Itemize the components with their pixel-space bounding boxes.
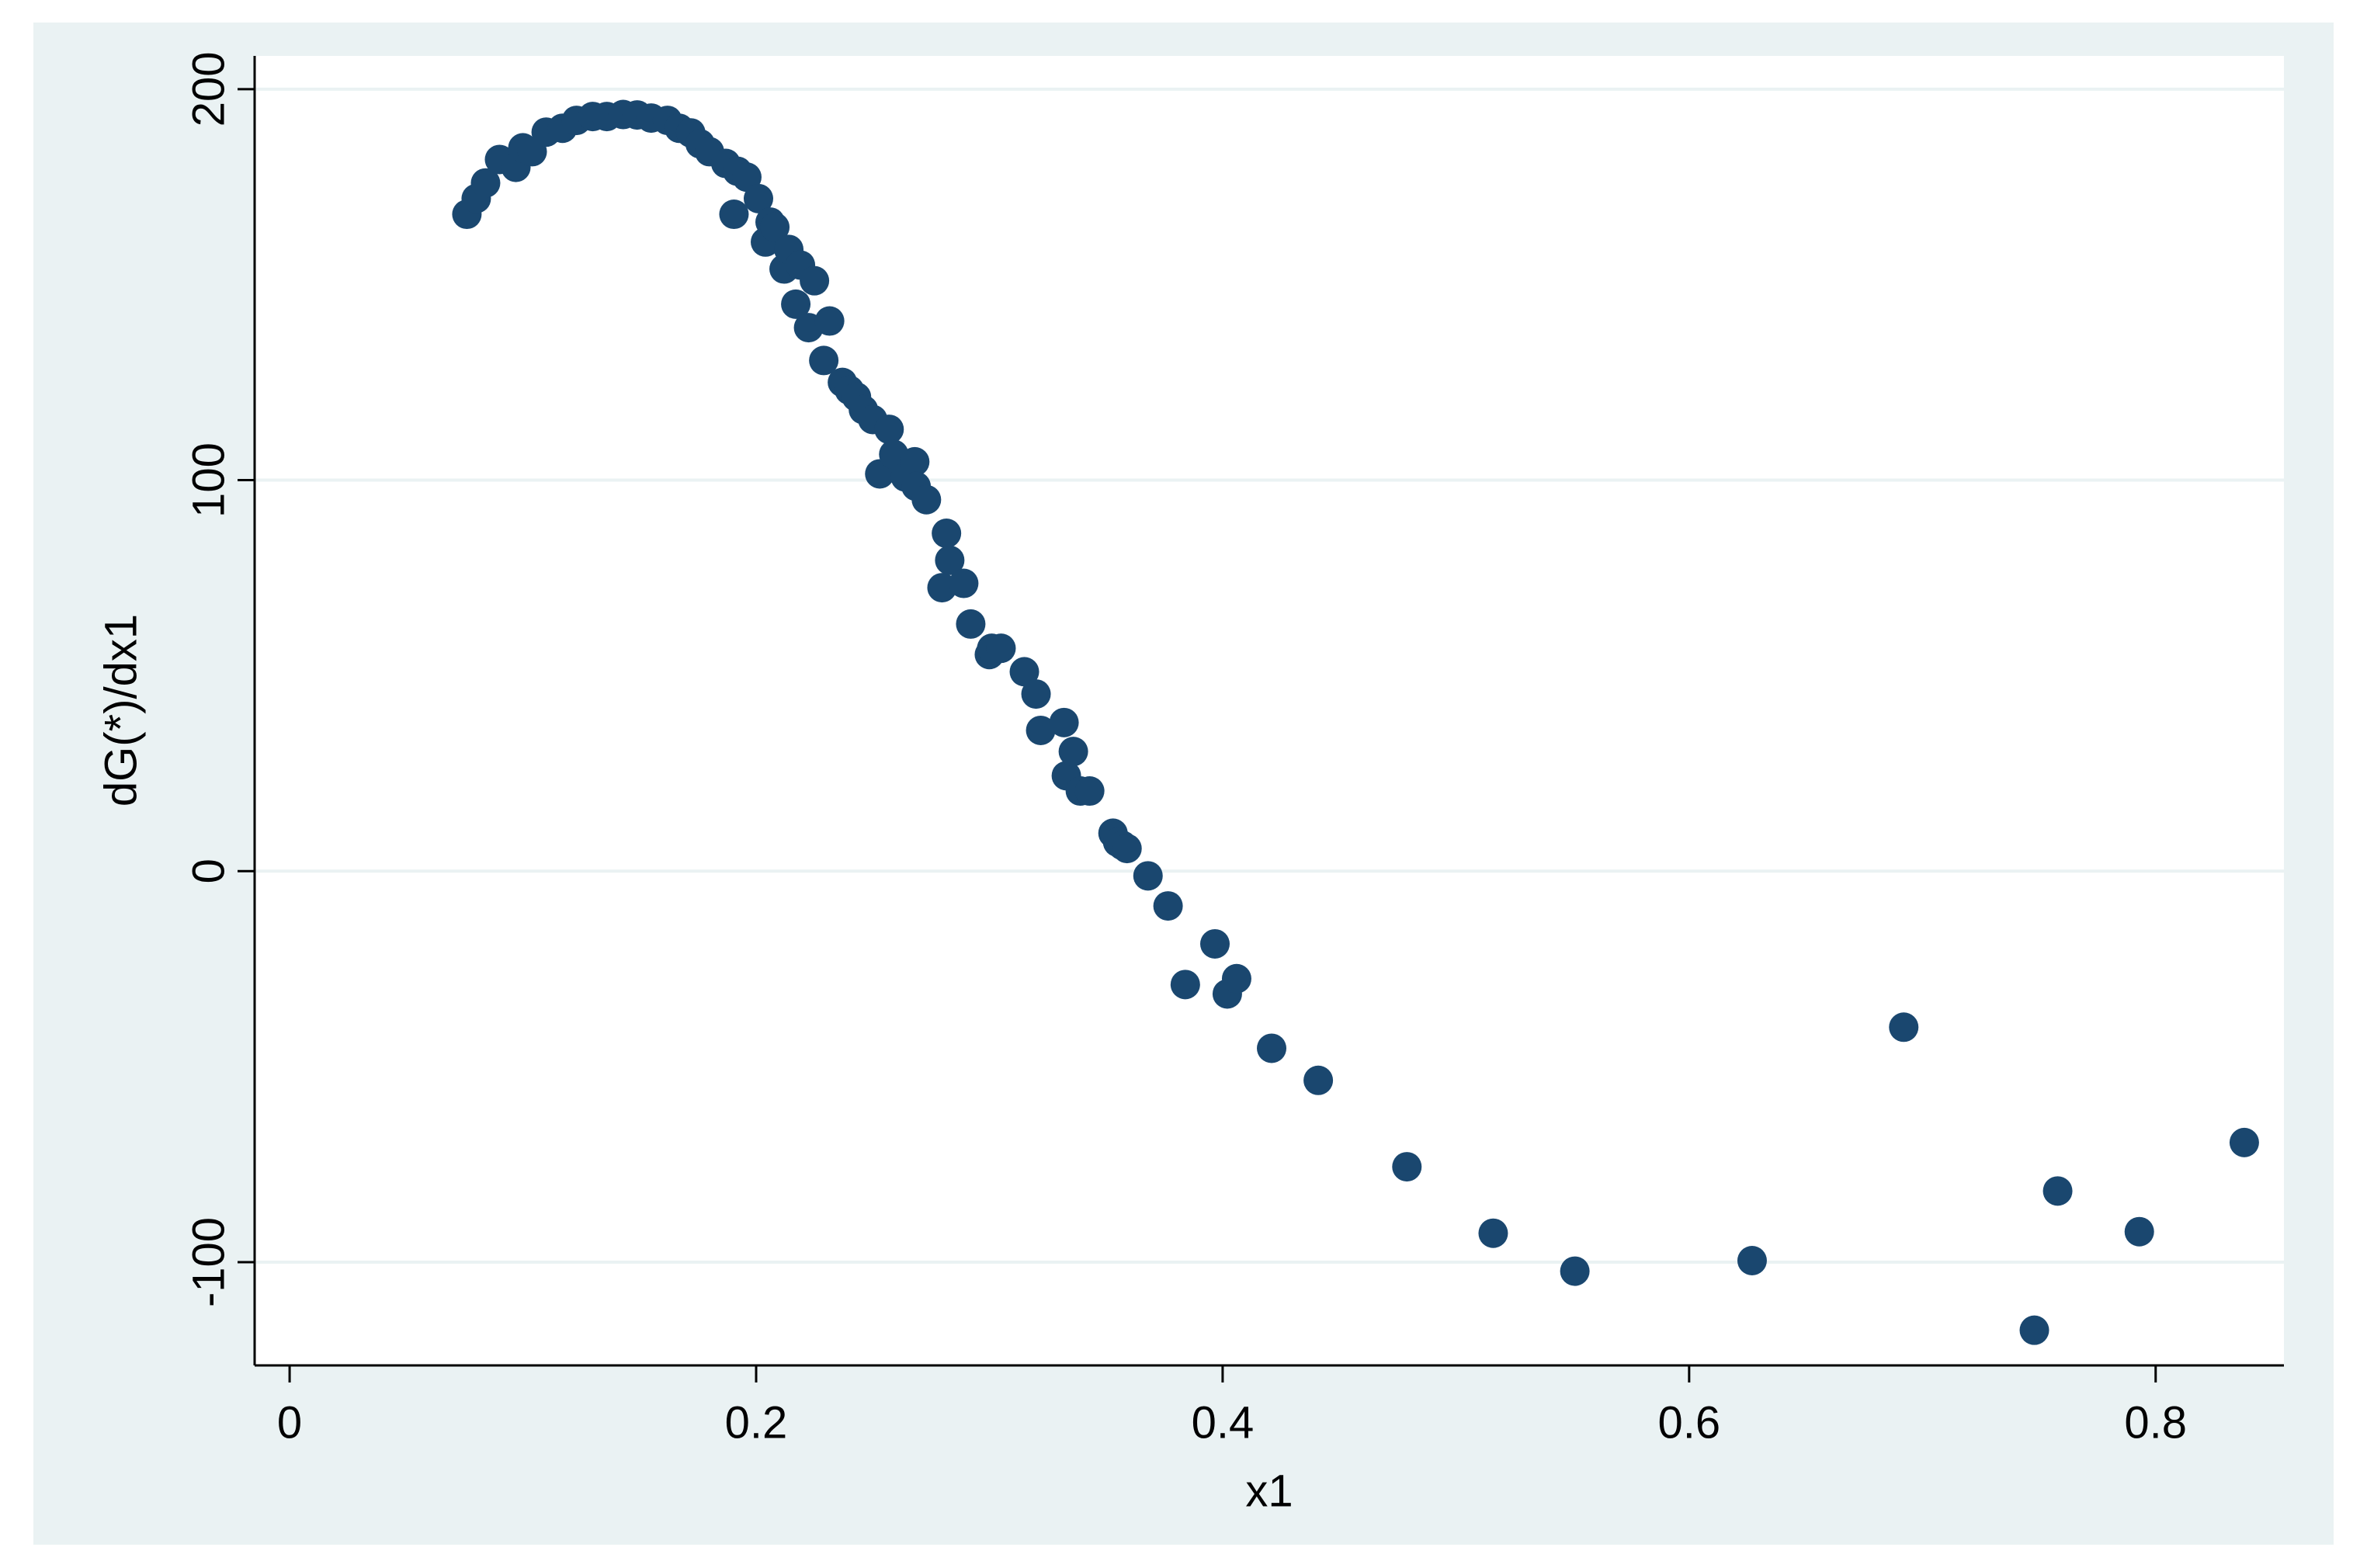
x-tick-label: 0.2 <box>725 1397 788 1448</box>
point <box>1478 1218 1508 1248</box>
point <box>760 212 790 242</box>
point <box>809 345 839 376</box>
point <box>1303 1065 1334 1095</box>
point <box>800 265 830 296</box>
x-tick-label: 0.6 <box>1658 1397 1721 1448</box>
point <box>1560 1256 1590 1286</box>
x-tick-label: 0.4 <box>1192 1397 1255 1448</box>
point <box>1153 891 1183 921</box>
point <box>932 519 962 549</box>
point <box>1392 1152 1422 1182</box>
point <box>1170 970 1200 1000</box>
y-axis-title: dG(*)/dx1 <box>95 614 146 807</box>
y-tick-label: -100 <box>183 1217 234 1307</box>
point <box>874 415 904 445</box>
y-tick-label: 0 <box>183 859 234 883</box>
point <box>986 633 1016 664</box>
point <box>1257 1033 1287 1063</box>
point <box>956 609 986 639</box>
point <box>1133 861 1163 891</box>
y-tick-label: 100 <box>183 442 234 518</box>
point <box>1112 834 1142 864</box>
point <box>1889 1012 1919 1042</box>
point <box>470 168 501 198</box>
point <box>1199 928 1230 959</box>
point <box>1026 715 1056 745</box>
plot-area <box>255 56 2284 1365</box>
point <box>1737 1245 1767 1275</box>
point <box>743 183 773 213</box>
point <box>2042 1176 2073 1206</box>
x-tick-label: 0.8 <box>2124 1397 2187 1448</box>
point <box>2229 1127 2259 1157</box>
point <box>1009 657 1039 687</box>
point <box>814 306 845 336</box>
point <box>1049 707 1079 737</box>
point <box>1021 679 1051 709</box>
point <box>949 568 979 598</box>
y-tick-label: 200 <box>183 51 234 127</box>
point <box>900 446 930 477</box>
point <box>911 484 942 515</box>
point <box>2019 1315 2049 1345</box>
point <box>2124 1216 2154 1247</box>
point <box>935 545 965 575</box>
point <box>731 162 762 193</box>
point <box>1074 776 1105 807</box>
point <box>1058 737 1088 767</box>
point <box>1221 963 1251 994</box>
point <box>719 199 749 230</box>
x-axis-title: x1 <box>1245 1466 1293 1516</box>
point <box>781 289 811 319</box>
x-tick-label: 0 <box>277 1397 302 1448</box>
